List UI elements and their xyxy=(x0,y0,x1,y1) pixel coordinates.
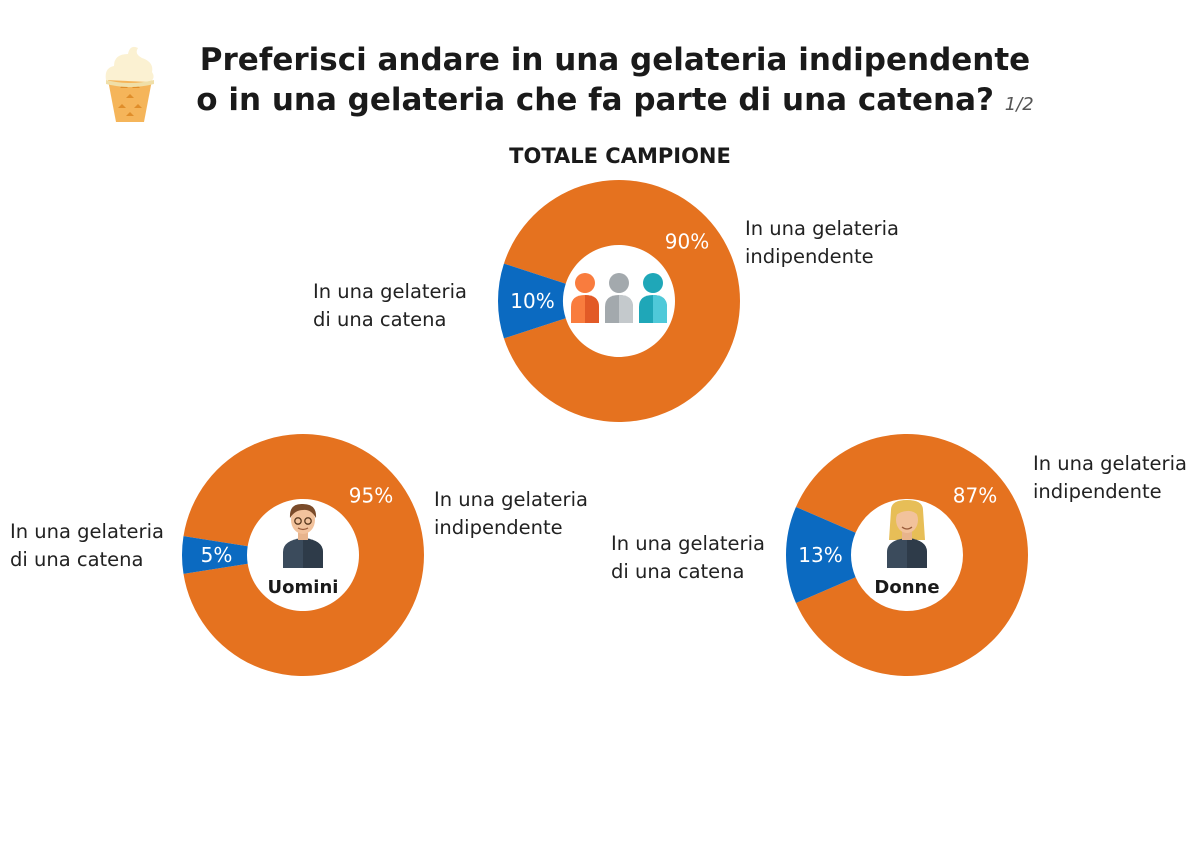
center-label-women: Donne xyxy=(874,577,939,598)
value-label-independent: 87% xyxy=(953,483,997,507)
value-label-chain: 5% xyxy=(201,543,233,567)
donut-slice-independent xyxy=(183,434,424,676)
center-label-men: Uomini xyxy=(268,577,339,598)
donut-svg-men: Uomini 95% 5% xyxy=(182,434,424,676)
donut-svg-women: Donne 87% 13% xyxy=(786,434,1028,676)
donut-chart-total: 90% 10% xyxy=(498,180,740,426)
label-independent-women: In una gelateria indipendente xyxy=(1033,452,1187,503)
value-label-independent: 90% xyxy=(665,229,709,253)
label-chain-total: In una gelateria di una catena xyxy=(313,280,467,331)
donut-slice-independent xyxy=(795,434,1028,676)
donut-chart-men: Uomini 95% 5% xyxy=(182,434,424,680)
donut-slice-independent xyxy=(503,180,740,422)
title-line-2: o in una gelateria che fa parte di una c… xyxy=(196,82,994,118)
man-avatar-icon xyxy=(283,503,323,568)
label-independent-men: In una gelateria indipendente xyxy=(434,488,588,539)
donut-chart-women: Donne 87% 13% xyxy=(786,434,1028,680)
ice-cream-cone-icon xyxy=(105,46,154,122)
label-chain-men: In una gelateria di una catena xyxy=(10,520,164,571)
donut-slice-chain xyxy=(498,263,566,339)
donut-slice-chain xyxy=(786,506,856,604)
value-label-chain: 13% xyxy=(798,543,842,567)
title-line-1: Preferisci andare in una gelateria indip… xyxy=(199,42,1031,78)
chart-title: Preferisci andare in una gelateria indip… xyxy=(190,40,1040,125)
value-label-independent: 95% xyxy=(349,483,393,507)
donut-svg-total: 90% 10% xyxy=(498,180,740,422)
label-independent-total: In una gelateria indipendente xyxy=(745,217,899,268)
page-indicator: 1/2 xyxy=(1004,94,1034,115)
donut-slice-chain xyxy=(182,536,248,574)
chart-subtitle: TOTALE CAMPIONE xyxy=(509,144,731,168)
value-label-chain: 10% xyxy=(510,289,554,313)
woman-avatar-icon xyxy=(887,500,927,568)
group-people-icon xyxy=(571,273,667,323)
label-chain-women: In una gelateria di una catena xyxy=(611,532,765,583)
